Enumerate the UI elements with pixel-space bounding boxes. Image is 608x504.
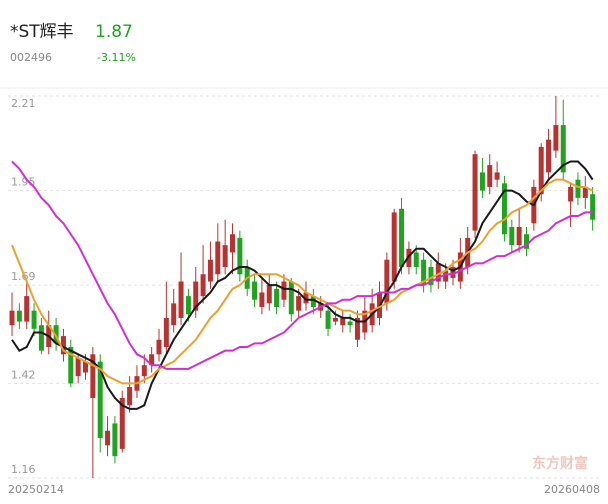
- candle-body: [568, 186, 574, 202]
- candle-body: [524, 234, 529, 249]
- candle-body: [310, 296, 316, 308]
- candle-body: [443, 270, 449, 282]
- candle-body: [494, 172, 500, 180]
- candle-body: [24, 296, 30, 322]
- candle-body: [259, 292, 265, 308]
- candle-body: [509, 226, 515, 246]
- price-change: -3.11%: [97, 51, 136, 64]
- watermark: 东方财富: [532, 455, 588, 472]
- candle-body: [97, 361, 103, 438]
- candle-body: [90, 354, 96, 398]
- candle-body: [560, 125, 566, 173]
- candle-body: [325, 310, 331, 329]
- moving-average-line: [11, 160, 593, 370]
- candle-body: [281, 281, 287, 300]
- candle-body: [303, 292, 309, 304]
- candle-body: [163, 317, 169, 348]
- candle-body: [149, 354, 155, 366]
- candle-body: [347, 321, 353, 326]
- stock-code: 002496: [10, 51, 52, 64]
- candle-body: [185, 296, 191, 315]
- candle-body: [38, 325, 44, 351]
- candle-body: [215, 241, 221, 275]
- y-tick-label: 1.16: [11, 463, 36, 476]
- candle-body: [450, 266, 456, 278]
- candle-body: [237, 237, 243, 275]
- x-tick-label: 20260408: [544, 483, 600, 496]
- candle-body: [83, 361, 88, 373]
- y-tick-label: 1.95: [11, 176, 36, 189]
- candle-body: [230, 234, 235, 253]
- candle-body: [156, 339, 162, 355]
- candle-body: [546, 139, 552, 173]
- candle-body: [171, 303, 177, 326]
- candle-body: [274, 288, 280, 308]
- candle-body: [112, 423, 118, 457]
- moving-average-line: [11, 178, 594, 385]
- candle-body: [332, 317, 338, 322]
- y-tick-label: 2.21: [11, 97, 36, 110]
- candle-body: [413, 252, 419, 267]
- candle-body: [501, 183, 507, 235]
- candle-body: [391, 212, 397, 282]
- candle-body: [516, 226, 522, 246]
- candle-body: [288, 281, 294, 315]
- candle-body: [207, 259, 213, 282]
- candle-body: [141, 365, 147, 377]
- candle-body: [9, 310, 15, 326]
- candle-body: [200, 274, 206, 297]
- candle-body: [119, 397, 125, 449]
- candle-body: [590, 194, 596, 220]
- candle-body: [428, 266, 434, 286]
- candle-body: [127, 387, 133, 406]
- candle-body: [105, 430, 111, 446]
- stock-name: *ST辉丰: [10, 22, 74, 42]
- candle-body: [406, 248, 412, 267]
- candle-body: [75, 357, 81, 377]
- candle-body: [479, 172, 485, 191]
- candle-body: [68, 347, 74, 384]
- candle-body: [252, 281, 258, 300]
- candle-body: [399, 208, 405, 267]
- candle-body: [575, 179, 581, 198]
- candle-body: [553, 125, 559, 151]
- candle-body: [472, 154, 478, 231]
- stock-price: 1.87: [95, 22, 133, 42]
- candle-body: [487, 165, 493, 187]
- candle-body: [538, 146, 544, 195]
- candle-body: [53, 325, 59, 344]
- candle-body: [384, 259, 390, 304]
- moving-average-line: [11, 160, 594, 410]
- candle-body: [178, 281, 184, 318]
- candle-body: [193, 281, 199, 311]
- candle-body: [222, 245, 228, 267]
- candle-body: [266, 285, 272, 304]
- candle-body: [435, 263, 441, 282]
- candle-body: [340, 317, 346, 326]
- y-tick-label: 1.69: [11, 270, 36, 283]
- candle-body: [354, 317, 360, 340]
- candle-body: [582, 186, 588, 198]
- y-tick-label: 1.42: [11, 368, 36, 381]
- candle-body: [421, 259, 427, 286]
- candle-body: [60, 336, 66, 355]
- candle-body: [31, 310, 37, 329]
- candle-body: [16, 310, 22, 322]
- x-tick-label: 20250214: [8, 483, 64, 496]
- candle-body: [296, 296, 302, 311]
